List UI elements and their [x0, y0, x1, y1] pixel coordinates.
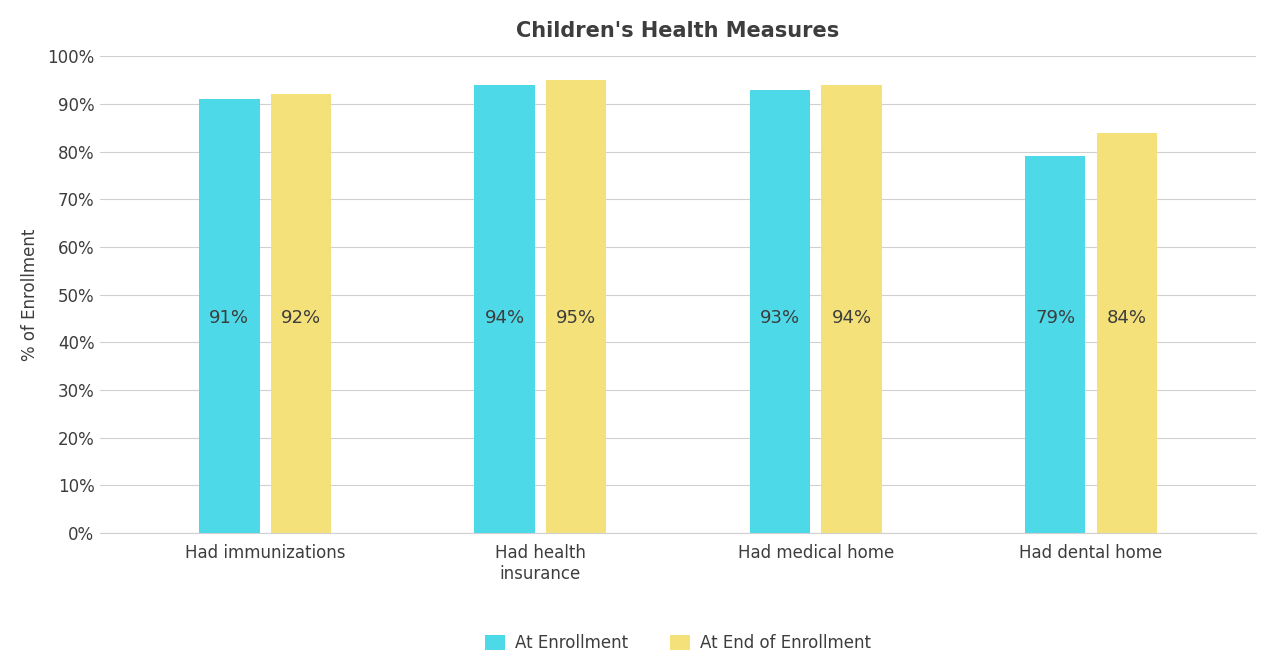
Text: 92%: 92% — [281, 309, 321, 328]
Bar — [547, 80, 607, 533]
Text: 84%: 84% — [1107, 309, 1147, 328]
Text: 94%: 94% — [484, 309, 525, 328]
Bar — [271, 94, 331, 533]
Legend: At Enrollment, At End of Enrollment: At Enrollment, At End of Enrollment — [479, 627, 877, 650]
Bar — [1097, 133, 1157, 533]
Bar — [821, 85, 882, 533]
Bar — [199, 99, 259, 533]
Bar — [474, 85, 535, 533]
Title: Children's Health Measures: Children's Health Measures — [516, 21, 840, 41]
Text: 95%: 95% — [557, 309, 596, 328]
Y-axis label: % of Enrollment: % of Enrollment — [20, 228, 38, 361]
Text: 93%: 93% — [760, 309, 799, 328]
Bar — [1025, 157, 1085, 533]
Text: 94%: 94% — [831, 309, 872, 328]
Text: 79%: 79% — [1036, 309, 1075, 328]
Bar — [750, 90, 810, 533]
Text: 91%: 91% — [209, 309, 249, 328]
